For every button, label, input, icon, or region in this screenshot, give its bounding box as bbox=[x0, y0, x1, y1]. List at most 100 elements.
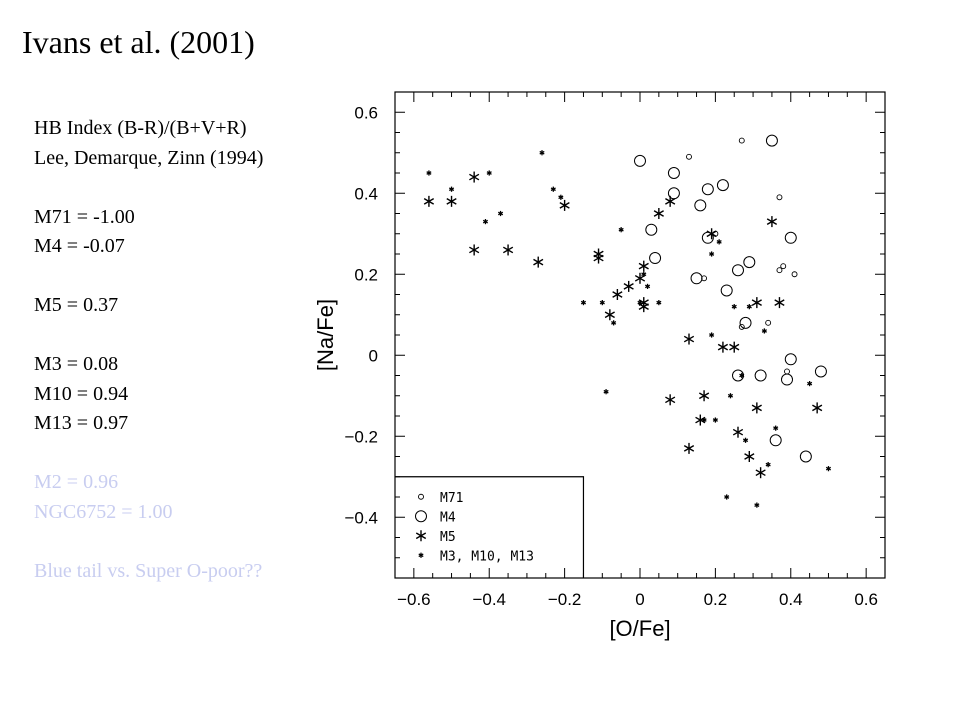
m3-m10-m13-point bbox=[716, 239, 722, 245]
m71-point bbox=[791, 271, 798, 278]
m3-m10-m13-point bbox=[724, 494, 730, 500]
m3-m10-m13-point bbox=[550, 186, 556, 192]
m3-m10-m13-point bbox=[761, 328, 767, 334]
m3-m10-m13-point bbox=[709, 251, 715, 257]
legend-marker bbox=[415, 530, 427, 542]
m5-point bbox=[604, 309, 615, 321]
m3-m10-m13-point bbox=[746, 304, 752, 310]
plot-frame bbox=[394, 91, 886, 579]
m4-point bbox=[720, 284, 733, 297]
m3-m10-m13-point bbox=[727, 393, 734, 399]
m3-m10-m13-point bbox=[486, 170, 492, 176]
m5-point bbox=[717, 341, 729, 353]
m5-point bbox=[502, 244, 514, 256]
notes-spacer bbox=[34, 439, 263, 469]
m3-m10-m13-point bbox=[712, 417, 718, 423]
m5-point bbox=[774, 297, 785, 309]
x-tick-label: −0.6 bbox=[397, 590, 431, 609]
plot-border bbox=[394, 91, 886, 579]
notes-spacer bbox=[34, 527, 263, 557]
m5-point bbox=[423, 195, 435, 207]
m4-point bbox=[694, 199, 707, 212]
m3-m10-m13-point bbox=[539, 150, 545, 156]
legend-marker bbox=[415, 510, 427, 523]
slide-title: Ivans et al. (2001) bbox=[22, 24, 255, 60]
notes-spacer bbox=[34, 262, 263, 292]
m5-point bbox=[751, 297, 762, 309]
m3-m10-m13-point bbox=[448, 186, 455, 192]
notes-spacer bbox=[34, 321, 263, 351]
legend: M71 M4 M5 M3, M10, M13 bbox=[395, 476, 585, 578]
m3-m10-m13-point bbox=[825, 466, 832, 472]
m71-point bbox=[738, 323, 745, 330]
m71-point bbox=[686, 153, 692, 160]
m3-m10-m13-point bbox=[656, 300, 662, 306]
legend-label: M4 bbox=[440, 510, 456, 525]
legend-label: M5 bbox=[440, 530, 456, 545]
m4-point bbox=[784, 353, 797, 366]
notes-line: M13 = 0.97 bbox=[34, 412, 129, 434]
m3-m10-m13-point bbox=[599, 300, 605, 306]
m3-m10-m13-point bbox=[426, 170, 432, 176]
m5-point bbox=[533, 256, 544, 268]
m4-point bbox=[754, 369, 767, 382]
m3-m10-m13-point bbox=[765, 462, 771, 468]
m4-point bbox=[769, 434, 782, 447]
m71-point bbox=[738, 137, 745, 144]
legend-marker bbox=[418, 552, 424, 558]
m5-point bbox=[623, 280, 634, 292]
m5-point bbox=[612, 289, 623, 300]
y-tick-label: 0.2 bbox=[354, 265, 378, 284]
x-axis-title: [O/Fe] bbox=[609, 616, 670, 641]
m5-point bbox=[683, 333, 695, 345]
x-tick-label: −0.4 bbox=[472, 590, 506, 609]
m3-m10-m13-point bbox=[558, 194, 564, 200]
x-tick-label: −0.2 bbox=[548, 590, 582, 609]
m3-m10-m13-point bbox=[641, 271, 647, 277]
data-points bbox=[423, 134, 832, 508]
m3-m10-m13-point bbox=[773, 425, 779, 431]
m4-point bbox=[634, 154, 646, 167]
notes-line: M2 = 0.96 bbox=[34, 471, 119, 493]
notes-line: NGC6752 = 1.00 bbox=[34, 500, 173, 523]
m5-point bbox=[653, 208, 664, 219]
m3-m10-m13-point bbox=[497, 210, 504, 217]
na-vs-o-scatter-chart: −0.6 −0.4 −0.2 0 0.2 0.4 0.6 −0.4 −0.2 0 0.2 0.4 0.6… bbox=[313, 91, 886, 641]
m5-point bbox=[593, 252, 604, 264]
m71-point bbox=[765, 319, 772, 326]
m5-point bbox=[706, 228, 717, 240]
m71-point bbox=[784, 368, 790, 375]
m4-point bbox=[743, 256, 756, 269]
m71-point bbox=[776, 267, 783, 274]
m4-point bbox=[716, 179, 729, 192]
m3-m10-m13-point bbox=[709, 332, 715, 338]
m5-point bbox=[766, 216, 778, 228]
m3-m10-m13-point bbox=[807, 381, 813, 387]
m3-m10-m13-point bbox=[742, 437, 749, 443]
y-tick-label: −0.4 bbox=[344, 508, 378, 527]
y-tick-label: 0 bbox=[369, 346, 378, 365]
m4-point bbox=[701, 183, 714, 196]
m4-point bbox=[667, 167, 680, 179]
legend-label: M71 bbox=[440, 491, 463, 506]
m5-point bbox=[683, 442, 695, 454]
m5-point bbox=[698, 390, 710, 402]
legend-label: M3, M10, M13 bbox=[440, 549, 534, 564]
m4-point bbox=[799, 450, 812, 463]
y-tick-label: 0.4 bbox=[354, 184, 378, 203]
m5-point bbox=[638, 260, 649, 272]
m4-point bbox=[814, 365, 827, 378]
m4-point bbox=[739, 316, 752, 329]
notes-line: M71 = -1.00 bbox=[34, 205, 135, 228]
m5-point bbox=[729, 341, 740, 353]
m5-point bbox=[812, 402, 823, 414]
m4-point bbox=[765, 134, 778, 147]
m3-m10-m13-point bbox=[701, 417, 707, 423]
notes-line: M3 = 0.08 bbox=[34, 353, 119, 375]
y-tick-label: 0.6 bbox=[354, 103, 378, 122]
axis-tick-labels: −0.6 −0.4 −0.2 0 0.2 0.4 0.6 −0.4 −0.2 0 0.2 0.4 0.6 bbox=[344, 103, 878, 609]
notes-line: HB Index (B-R)/(B+V+R) bbox=[34, 117, 247, 139]
m3-m10-m13-point bbox=[482, 219, 489, 225]
m3-m10-m13-point bbox=[603, 389, 609, 395]
m4-point bbox=[781, 373, 793, 386]
